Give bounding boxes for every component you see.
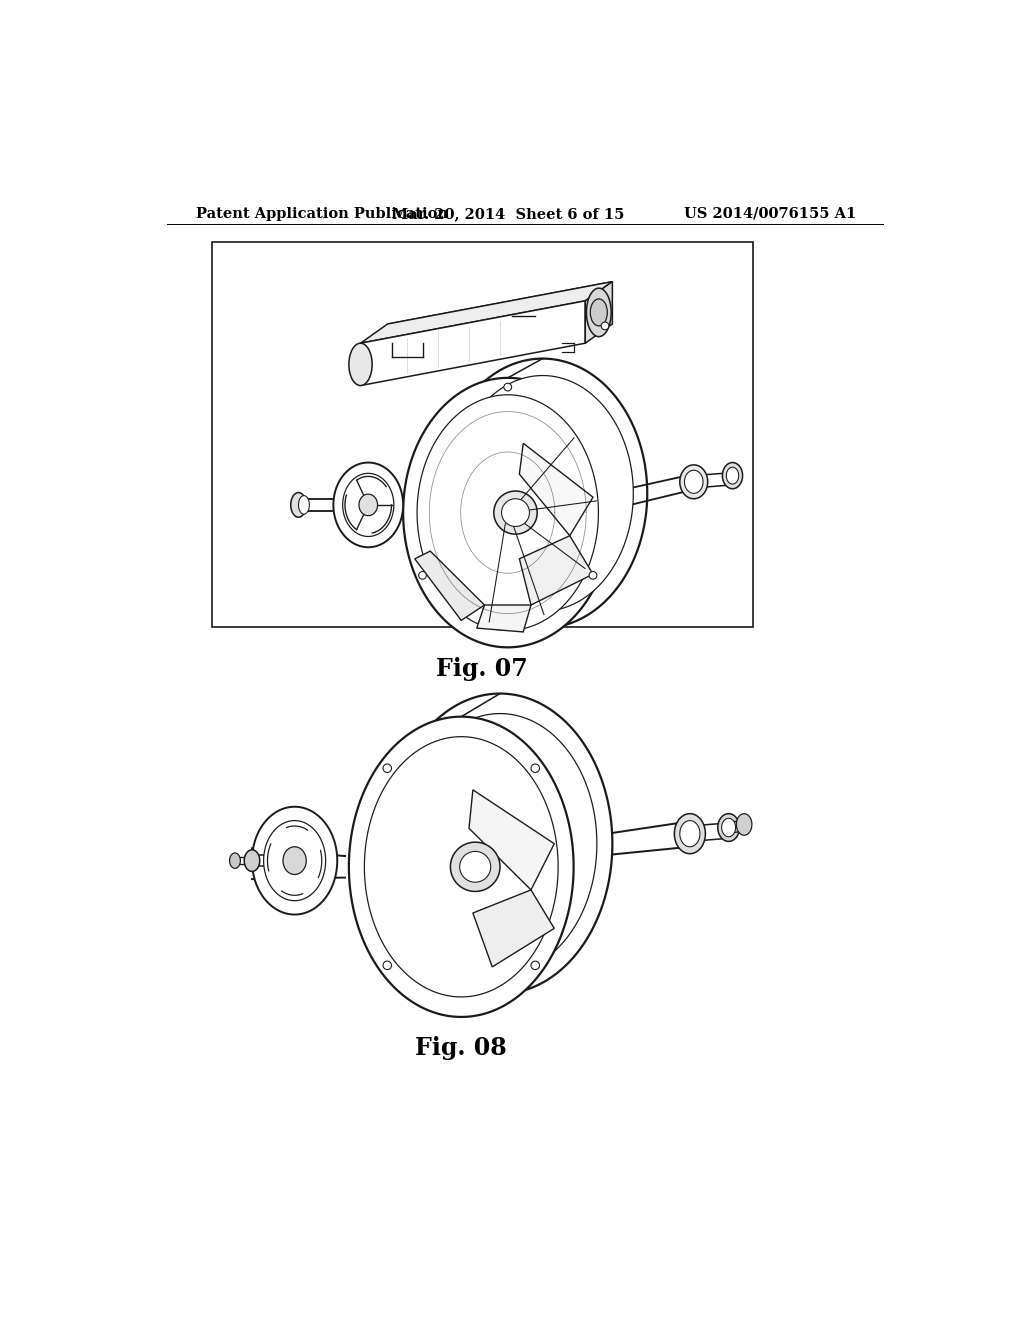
Polygon shape (726, 467, 738, 484)
Polygon shape (365, 737, 558, 997)
Polygon shape (680, 821, 700, 846)
Polygon shape (415, 552, 484, 620)
Text: Fig. 07: Fig. 07 (436, 657, 528, 681)
Text: Mar. 20, 2014  Sheet 6 of 15: Mar. 20, 2014 Sheet 6 of 15 (391, 207, 624, 220)
Polygon shape (494, 491, 538, 535)
Polygon shape (675, 813, 706, 854)
Polygon shape (502, 499, 529, 527)
Polygon shape (469, 789, 554, 890)
Polygon shape (388, 693, 612, 994)
Polygon shape (417, 395, 598, 631)
Polygon shape (349, 717, 573, 1016)
Polygon shape (736, 813, 752, 836)
Polygon shape (360, 301, 586, 385)
Ellipse shape (531, 764, 540, 772)
Polygon shape (718, 813, 739, 841)
Polygon shape (403, 378, 612, 647)
Polygon shape (263, 821, 326, 900)
Polygon shape (473, 890, 554, 966)
Polygon shape (403, 714, 597, 974)
Ellipse shape (531, 961, 540, 970)
Polygon shape (252, 807, 337, 915)
Polygon shape (722, 818, 735, 837)
Polygon shape (680, 465, 708, 499)
Polygon shape (334, 462, 403, 548)
Polygon shape (359, 494, 378, 516)
Text: US 2014/0076155 A1: US 2014/0076155 A1 (684, 207, 856, 220)
Polygon shape (388, 281, 612, 367)
Bar (212, 242, 753, 627)
Polygon shape (452, 376, 633, 611)
Polygon shape (684, 470, 703, 494)
Ellipse shape (504, 383, 512, 391)
Polygon shape (229, 853, 241, 869)
Text: Fig. 08: Fig. 08 (416, 1036, 507, 1060)
Polygon shape (519, 536, 593, 605)
Polygon shape (451, 842, 500, 891)
Polygon shape (477, 605, 531, 632)
Polygon shape (519, 444, 593, 536)
Polygon shape (245, 850, 260, 871)
Text: Patent Application Publication: Patent Application Publication (197, 207, 449, 220)
Ellipse shape (419, 572, 426, 579)
Polygon shape (438, 359, 647, 628)
Ellipse shape (590, 298, 607, 326)
Polygon shape (343, 474, 394, 536)
Polygon shape (283, 847, 306, 874)
Ellipse shape (589, 572, 597, 579)
Ellipse shape (601, 322, 609, 330)
Polygon shape (460, 851, 490, 882)
Polygon shape (291, 492, 306, 517)
Polygon shape (299, 496, 309, 513)
Polygon shape (586, 281, 612, 343)
Ellipse shape (383, 961, 391, 970)
Ellipse shape (587, 288, 611, 337)
Ellipse shape (349, 343, 372, 385)
Polygon shape (360, 281, 612, 343)
Ellipse shape (383, 764, 391, 772)
Polygon shape (722, 462, 742, 488)
